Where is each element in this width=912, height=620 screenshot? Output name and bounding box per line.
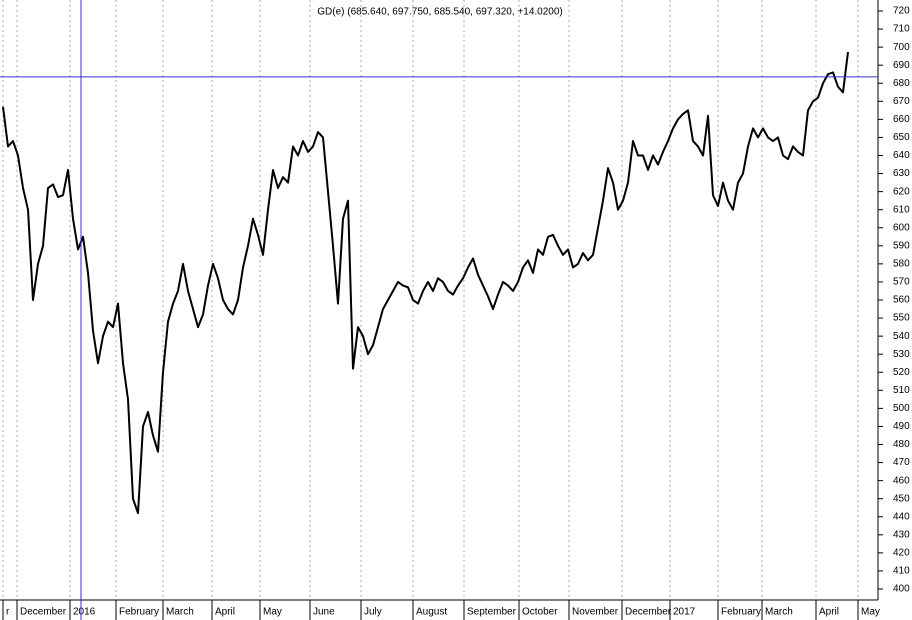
x-tick-label: 2017: [673, 607, 696, 618]
y-tick-label: 680: [893, 78, 910, 89]
y-tick-label: 570: [893, 277, 910, 288]
y-tick-label: 530: [893, 349, 910, 360]
y-tick-label: 560: [893, 295, 910, 306]
x-tick-label: March: [765, 607, 793, 618]
y-tick-label: 720: [893, 6, 910, 17]
y-tick-label: 550: [893, 313, 910, 324]
x-tick-label: December: [20, 607, 67, 618]
y-tick-label: 630: [893, 168, 910, 179]
x-tick-label: February: [721, 607, 761, 618]
x-tick-label: May: [263, 607, 282, 618]
y-tick-label: 440: [893, 511, 910, 522]
x-tick-label: December: [625, 607, 672, 618]
y-tick-label: 660: [893, 114, 910, 125]
x-tick-label: August: [416, 607, 447, 618]
x-tick-label: March: [166, 607, 194, 618]
y-tick-label: 710: [893, 24, 910, 35]
y-tick-label: 580: [893, 259, 910, 270]
x-tick-label: r: [6, 607, 10, 618]
y-tick-label: 620: [893, 186, 910, 197]
y-tick-label: 470: [893, 457, 910, 468]
price-line: [2, 51, 849, 515]
y-tick-label: 540: [893, 331, 910, 342]
y-tick-label: 460: [893, 475, 910, 486]
y-tick-label: 640: [893, 150, 910, 161]
y-tick-label: 650: [893, 132, 910, 143]
y-tick-label: 520: [893, 367, 910, 378]
y-tick-label: 430: [893, 529, 910, 540]
y-tick-label: 600: [893, 222, 910, 233]
x-tick-label: September: [467, 607, 517, 618]
y-tick-label: 420: [893, 548, 910, 559]
y-tick-label: 510: [893, 385, 910, 396]
y-tick-label: 700: [893, 42, 910, 53]
y-tick-label: 410: [893, 566, 910, 577]
x-tick-label: May: [861, 607, 880, 618]
y-tick-label: 500: [893, 403, 910, 414]
y-tick-label: 590: [893, 240, 910, 251]
x-tick-label: June: [313, 607, 335, 618]
x-tick-label: February: [119, 607, 159, 618]
y-tick-label: 490: [893, 421, 910, 432]
x-tick-label: April: [215, 607, 235, 618]
x-tick-label: July: [364, 607, 382, 618]
x-tick-label: October: [522, 607, 558, 618]
y-tick-label: 690: [893, 60, 910, 71]
x-tick-label: 2016: [73, 607, 96, 618]
x-tick-label: November: [572, 607, 619, 618]
y-tick-label: 400: [893, 584, 910, 595]
y-tick-label: 450: [893, 493, 910, 504]
chart-title: GD(e) (685.640, 697.750, 685.540, 697.32…: [317, 7, 562, 18]
y-tick-label: 670: [893, 96, 910, 107]
y-tick-label: 480: [893, 439, 910, 450]
y-tick-label: 610: [893, 204, 910, 215]
x-tick-label: April: [819, 607, 839, 618]
